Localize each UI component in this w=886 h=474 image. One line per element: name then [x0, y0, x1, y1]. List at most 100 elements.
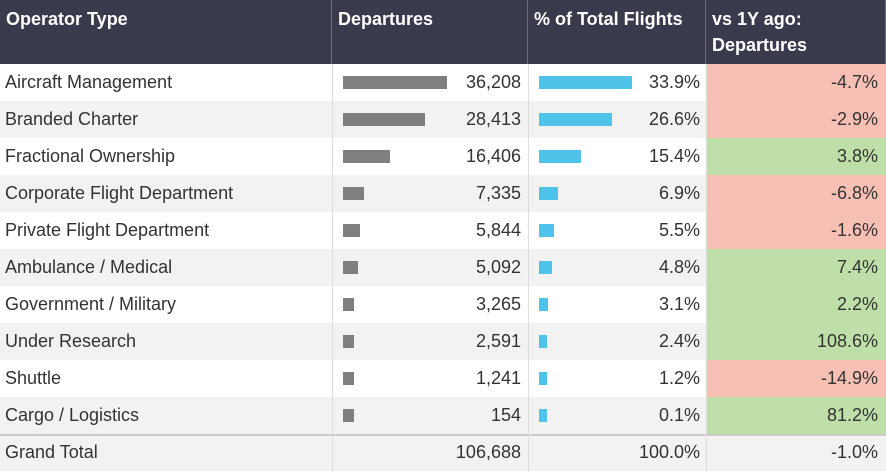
- col-sep: [528, 360, 529, 397]
- change-label: 7.4%: [836, 257, 878, 277]
- change-label: -2.9%: [830, 109, 878, 129]
- change-cell: [706, 434, 886, 471]
- col-sep: [528, 323, 529, 360]
- departures-label: 2,591: [475, 331, 521, 351]
- column-header: Departures: [332, 0, 528, 64]
- departures-label: 1,241: [475, 368, 521, 388]
- col-sep: [332, 101, 333, 138]
- departures-label: 5,092: [475, 257, 521, 277]
- change-cell: [706, 175, 886, 212]
- col-sep: [528, 212, 529, 249]
- row-label: Ambulance / Medical: [5, 257, 173, 277]
- col-sep: [332, 138, 333, 175]
- share-bar: [539, 187, 558, 200]
- row-label: Aircraft Management: [5, 72, 173, 92]
- change-label: 81.2%: [826, 405, 878, 425]
- departures-label: 36,208: [465, 72, 521, 92]
- change-label: 3.8%: [836, 146, 878, 166]
- share-label: 0.1%: [658, 405, 700, 425]
- change-cell: [706, 138, 886, 175]
- share-bar: [539, 113, 612, 126]
- share-bar: [539, 261, 553, 274]
- share-bar: [539, 76, 632, 89]
- departures-bar: [343, 150, 391, 163]
- change-cell: [706, 397, 886, 434]
- col-sep: [332, 175, 333, 212]
- col-sep: [528, 64, 529, 101]
- departures-label: 5,844: [475, 220, 521, 240]
- share-bar: [539, 372, 547, 385]
- col-sep: [528, 434, 529, 471]
- change-label: 2.2%: [836, 294, 878, 314]
- change-cell: [706, 101, 886, 138]
- col-sep: [332, 64, 333, 101]
- share-bar: [539, 150, 582, 163]
- departures-bar: [343, 409, 354, 422]
- row-label: Private Flight Department: [5, 220, 210, 240]
- row-bg: [0, 434, 886, 471]
- change-cell: [706, 212, 886, 249]
- col-sep: [332, 434, 333, 471]
- departures-label: 16,406: [465, 146, 521, 166]
- departures-label: 28,413: [465, 109, 521, 129]
- departures-bar: [343, 76, 447, 89]
- share-label: 4.8%: [658, 257, 700, 277]
- share-bar: [539, 335, 547, 348]
- departures-bar: [343, 298, 354, 311]
- col-sep: [332, 249, 333, 286]
- share-label: 33.9%: [648, 72, 700, 92]
- departures-bar: [343, 372, 354, 385]
- change-label: -4.7%: [830, 72, 878, 92]
- row-label: Shuttle: [5, 368, 62, 388]
- col-sep: [528, 249, 529, 286]
- share-bar: [539, 409, 547, 422]
- share-label: 100.0%: [638, 442, 700, 462]
- share-label: 1.2%: [658, 368, 700, 388]
- departures-bar: [343, 113, 425, 126]
- row-label: Corporate Flight Department: [5, 183, 234, 203]
- row-label: Government / Military: [5, 294, 177, 314]
- change-cell: [706, 286, 886, 323]
- change-cell: [706, 360, 886, 397]
- share-bar: [539, 224, 555, 237]
- share-label: 15.4%: [648, 146, 700, 166]
- change-cell: [706, 64, 886, 101]
- share-label: 3.1%: [658, 294, 700, 314]
- row-label: Cargo / Logistics: [5, 405, 140, 425]
- change-label: -1.0%: [830, 442, 878, 462]
- change-label: -14.9%: [820, 368, 878, 388]
- column-header: vs 1Y ago: Departures: [706, 0, 886, 64]
- col-sep: [332, 212, 333, 249]
- column-header: % of Total Flights: [528, 0, 706, 64]
- col-sep: [528, 138, 529, 175]
- departures-label: 106,688: [455, 442, 521, 462]
- column-header: Operator Type: [0, 0, 332, 64]
- departures-bar: [343, 261, 358, 274]
- row-label: Grand Total: [5, 442, 98, 462]
- row-label: Fractional Ownership: [5, 146, 176, 166]
- share-label: 2.4%: [658, 331, 700, 351]
- departures-label: 7,335: [475, 183, 521, 203]
- change-label: -6.8%: [830, 183, 878, 203]
- change-cell: [706, 323, 886, 360]
- share-label: 6.9%: [658, 183, 700, 203]
- col-sep: [528, 175, 529, 212]
- share-label: 5.5%: [658, 220, 700, 240]
- departures-label: 154: [490, 405, 521, 425]
- share-bar: [539, 298, 548, 311]
- change-label: -1.6%: [830, 220, 878, 240]
- departures-label: 3,265: [475, 294, 521, 314]
- col-sep: [528, 397, 529, 434]
- change-label: 108.6%: [816, 331, 878, 351]
- departures-bar: [343, 335, 354, 348]
- row-label: Under Research: [5, 331, 137, 351]
- col-sep: [528, 286, 529, 323]
- col-sep: [528, 101, 529, 138]
- col-sep: [332, 323, 333, 360]
- col-sep: [332, 360, 333, 397]
- share-label: 26.6%: [648, 109, 700, 129]
- col-sep: [332, 397, 333, 434]
- departures-bar: [343, 187, 365, 200]
- departures-bar: [343, 224, 360, 237]
